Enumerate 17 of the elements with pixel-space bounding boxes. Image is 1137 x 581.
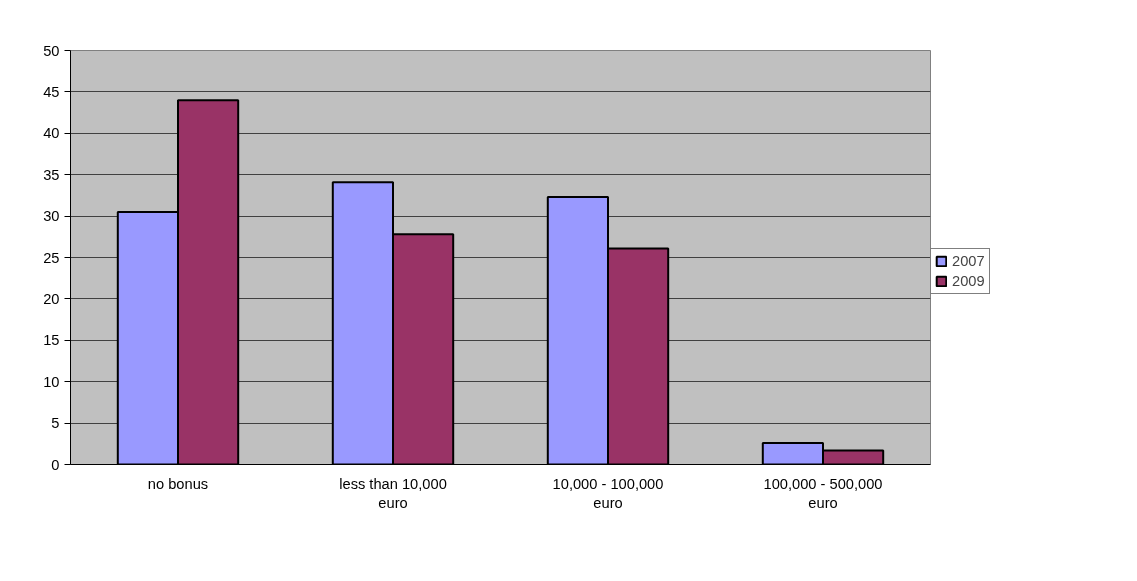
- x-tick-label: less than 10,000 euro: [339, 475, 447, 511]
- y-tick-label: 25: [43, 249, 60, 266]
- y-tick-label: 20: [43, 290, 60, 307]
- x-tick-label: 100,000 - 500,000 euro: [763, 475, 883, 511]
- x-tick-label: 10,000 - 100,000 euro: [552, 475, 664, 511]
- y-tick-label: 40: [43, 125, 60, 142]
- y-tick-label: 0: [51, 456, 60, 473]
- y-tick-label: 35: [43, 166, 60, 183]
- y-tick-label: 15: [43, 332, 60, 349]
- y-tick-label: 45: [43, 83, 60, 100]
- y-tick-label: 10: [43, 373, 60, 390]
- y-tick-label: 30: [43, 208, 60, 225]
- y-tick-label: 5: [51, 415, 60, 432]
- y-tick-label: 50: [43, 42, 60, 59]
- x-tick-label: no bonus: [147, 475, 209, 492]
- legend-label: 2007: [952, 253, 985, 269]
- legend-label: 2009: [952, 273, 985, 289]
